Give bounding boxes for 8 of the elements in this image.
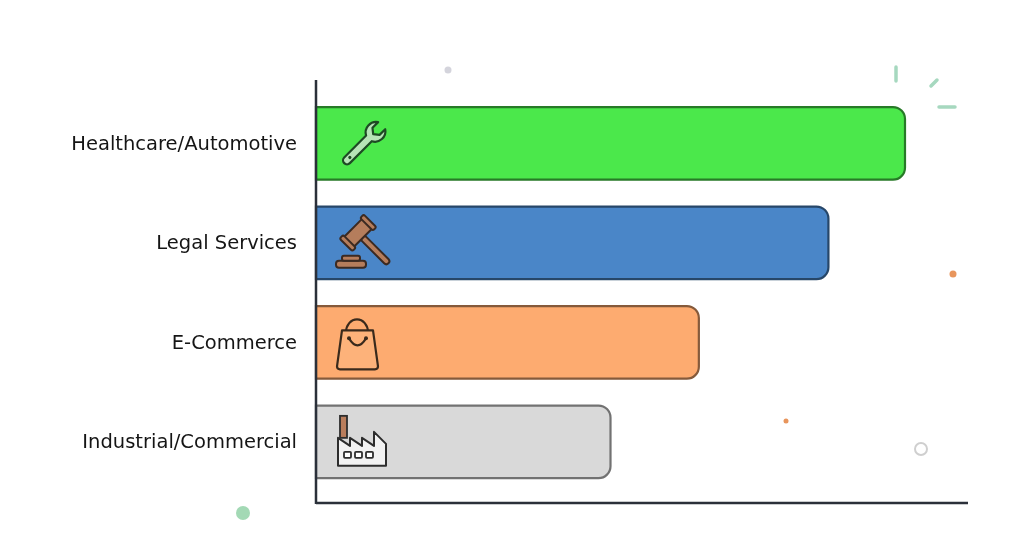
y-tick-label: Legal Services <box>156 231 297 255</box>
bar <box>314 105 907 181</box>
y-tick-label: Healthcare/Automotive <box>71 131 297 155</box>
y-tick-label: Industrial/Commercial <box>82 430 297 454</box>
bar <box>314 404 612 480</box>
bar <box>314 304 700 380</box>
y-tick-label: E-Commerce <box>171 330 297 354</box>
bar <box>314 205 830 281</box>
